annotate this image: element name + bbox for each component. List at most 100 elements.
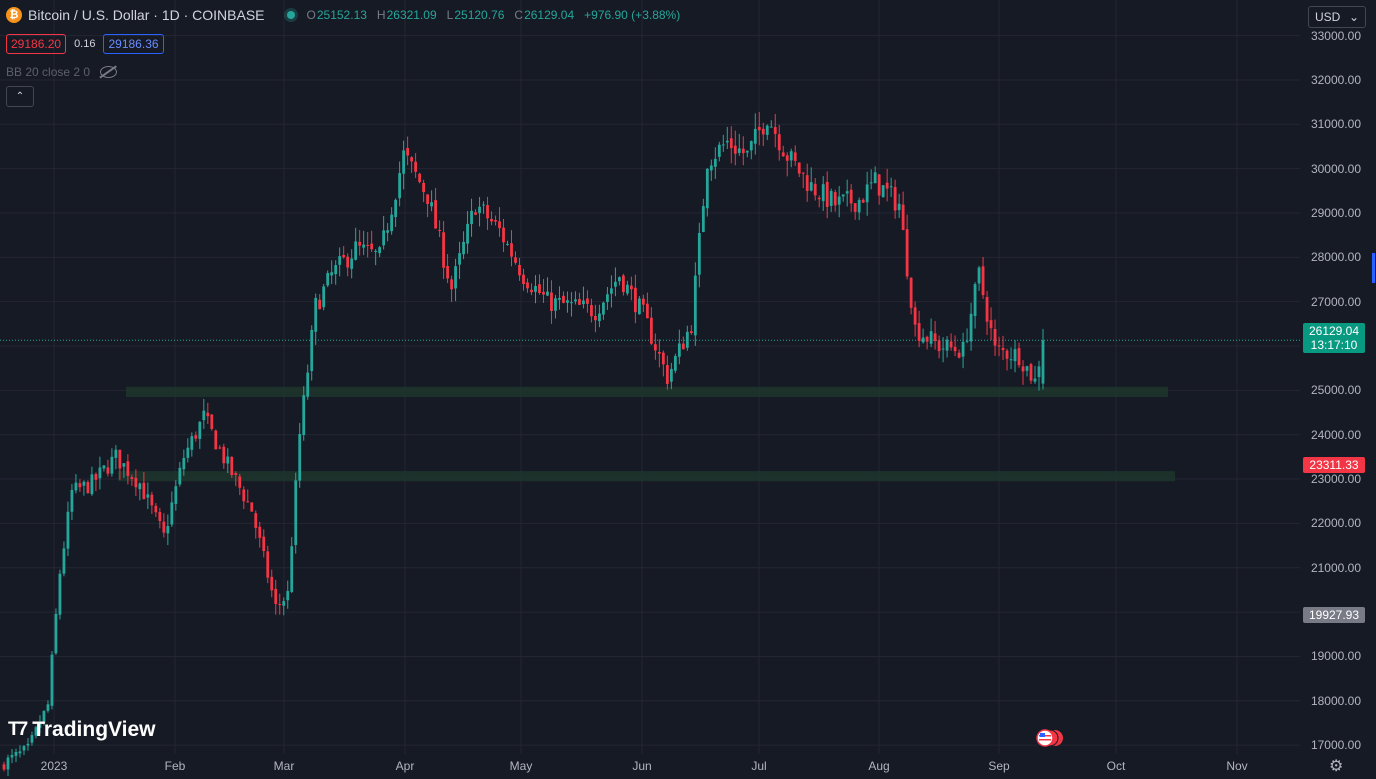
candle bbox=[418, 172, 421, 184]
time-tick-label: Jul bbox=[751, 759, 767, 773]
tradingview-wordmark: TradingView bbox=[32, 718, 156, 741]
candle bbox=[562, 291, 565, 304]
candle bbox=[54, 608, 58, 655]
candle bbox=[626, 280, 629, 296]
candle bbox=[701, 198, 705, 233]
market-status-icon[interactable] bbox=[286, 11, 295, 19]
change-value: +976.90 (+3.88%) bbox=[584, 8, 681, 22]
candle bbox=[1021, 360, 1025, 385]
high-value: 26321.09 bbox=[386, 8, 437, 22]
candle bbox=[182, 449, 186, 476]
us-flag-event-icon[interactable] bbox=[1034, 729, 1064, 747]
candle bbox=[202, 398, 206, 429]
candle bbox=[546, 277, 549, 297]
time-tick-label: Aug bbox=[868, 759, 890, 773]
candle bbox=[885, 168, 889, 202]
candle bbox=[126, 454, 130, 485]
candle bbox=[665, 355, 669, 390]
candle bbox=[382, 215, 386, 250]
candle bbox=[993, 319, 997, 356]
candle bbox=[370, 230, 374, 253]
candle bbox=[334, 260, 338, 285]
candle bbox=[470, 198, 473, 237]
candle bbox=[685, 325, 689, 351]
candle bbox=[494, 215, 497, 226]
candle bbox=[30, 731, 34, 746]
candle bbox=[833, 189, 837, 212]
candle bbox=[290, 537, 294, 594]
indicator-legend[interactable]: BB 20 close 2 0 bbox=[6, 65, 118, 79]
candle bbox=[242, 486, 246, 510]
price-tick-label: 23000.00 bbox=[1310, 472, 1361, 487]
candle bbox=[486, 196, 489, 230]
sell-button[interactable]: 29186.20 bbox=[6, 34, 67, 54]
candle bbox=[130, 474, 134, 486]
candle bbox=[98, 456, 102, 490]
scroll-edge-handle[interactable] bbox=[1372, 253, 1375, 283]
candle bbox=[761, 122, 765, 146]
candle bbox=[641, 294, 645, 313]
candle bbox=[917, 310, 921, 348]
candle bbox=[538, 274, 541, 295]
candle bbox=[138, 482, 142, 501]
candle bbox=[50, 651, 54, 710]
candle bbox=[645, 292, 649, 319]
currency-select[interactable]: USD ⌄ bbox=[1308, 6, 1366, 28]
candle bbox=[981, 256, 985, 299]
candle bbox=[106, 459, 110, 477]
candle bbox=[1029, 362, 1033, 384]
collapse-legend-button[interactable]: ⌃ bbox=[6, 86, 34, 107]
candle bbox=[74, 474, 78, 494]
candle bbox=[410, 156, 414, 173]
eye-hidden-icon[interactable] bbox=[100, 66, 118, 78]
candle bbox=[829, 188, 833, 212]
price-tick-label: 21000.00 bbox=[1310, 560, 1361, 575]
candle bbox=[194, 431, 198, 442]
candle bbox=[526, 278, 529, 293]
candle bbox=[681, 336, 685, 350]
candle bbox=[454, 258, 457, 302]
support-zone[interactable] bbox=[118, 471, 1175, 482]
candle bbox=[498, 207, 501, 237]
symbol-title[interactable]: Bitcoin / U.S. Dollar · 1D · COINBASE bbox=[28, 7, 265, 23]
candle bbox=[933, 320, 937, 350]
candle bbox=[450, 275, 453, 303]
price-tick-label: 28000.00 bbox=[1310, 250, 1361, 265]
candle bbox=[969, 302, 973, 351]
candle bbox=[474, 209, 477, 216]
candle bbox=[590, 298, 593, 323]
tradingview-icon: T7 bbox=[8, 719, 28, 740]
candle bbox=[809, 167, 813, 192]
candle bbox=[649, 307, 653, 345]
candle bbox=[953, 335, 957, 357]
candle bbox=[90, 466, 94, 496]
candle bbox=[42, 710, 46, 726]
support-zone[interactable] bbox=[126, 386, 1168, 398]
candle bbox=[566, 291, 569, 313]
candle bbox=[697, 222, 701, 288]
candle bbox=[921, 328, 925, 344]
price-tick-label: 32000.00 bbox=[1310, 72, 1361, 87]
buy-button[interactable]: 29186.36 bbox=[103, 34, 164, 54]
candle bbox=[154, 503, 158, 517]
candle bbox=[897, 193, 901, 218]
candle bbox=[1001, 335, 1005, 361]
candle bbox=[610, 275, 613, 308]
candle bbox=[374, 249, 378, 266]
candle bbox=[693, 262, 697, 346]
candle bbox=[134, 469, 138, 497]
candle bbox=[705, 167, 709, 217]
price-tick-label: 27000.00 bbox=[1310, 294, 1361, 309]
candle bbox=[338, 247, 342, 277]
candle bbox=[1033, 365, 1037, 384]
candle bbox=[434, 187, 437, 229]
candle bbox=[945, 335, 949, 358]
gear-icon[interactable]: ⚙ bbox=[1329, 758, 1344, 775]
candle bbox=[354, 227, 358, 261]
time-tick-label: 2023 bbox=[40, 759, 68, 773]
candle bbox=[633, 274, 637, 324]
symbol-header: ₿ Bitcoin / U.S. Dollar · 1D · COINBASE … bbox=[6, 7, 680, 23]
candle bbox=[330, 260, 334, 285]
candle bbox=[865, 171, 869, 216]
